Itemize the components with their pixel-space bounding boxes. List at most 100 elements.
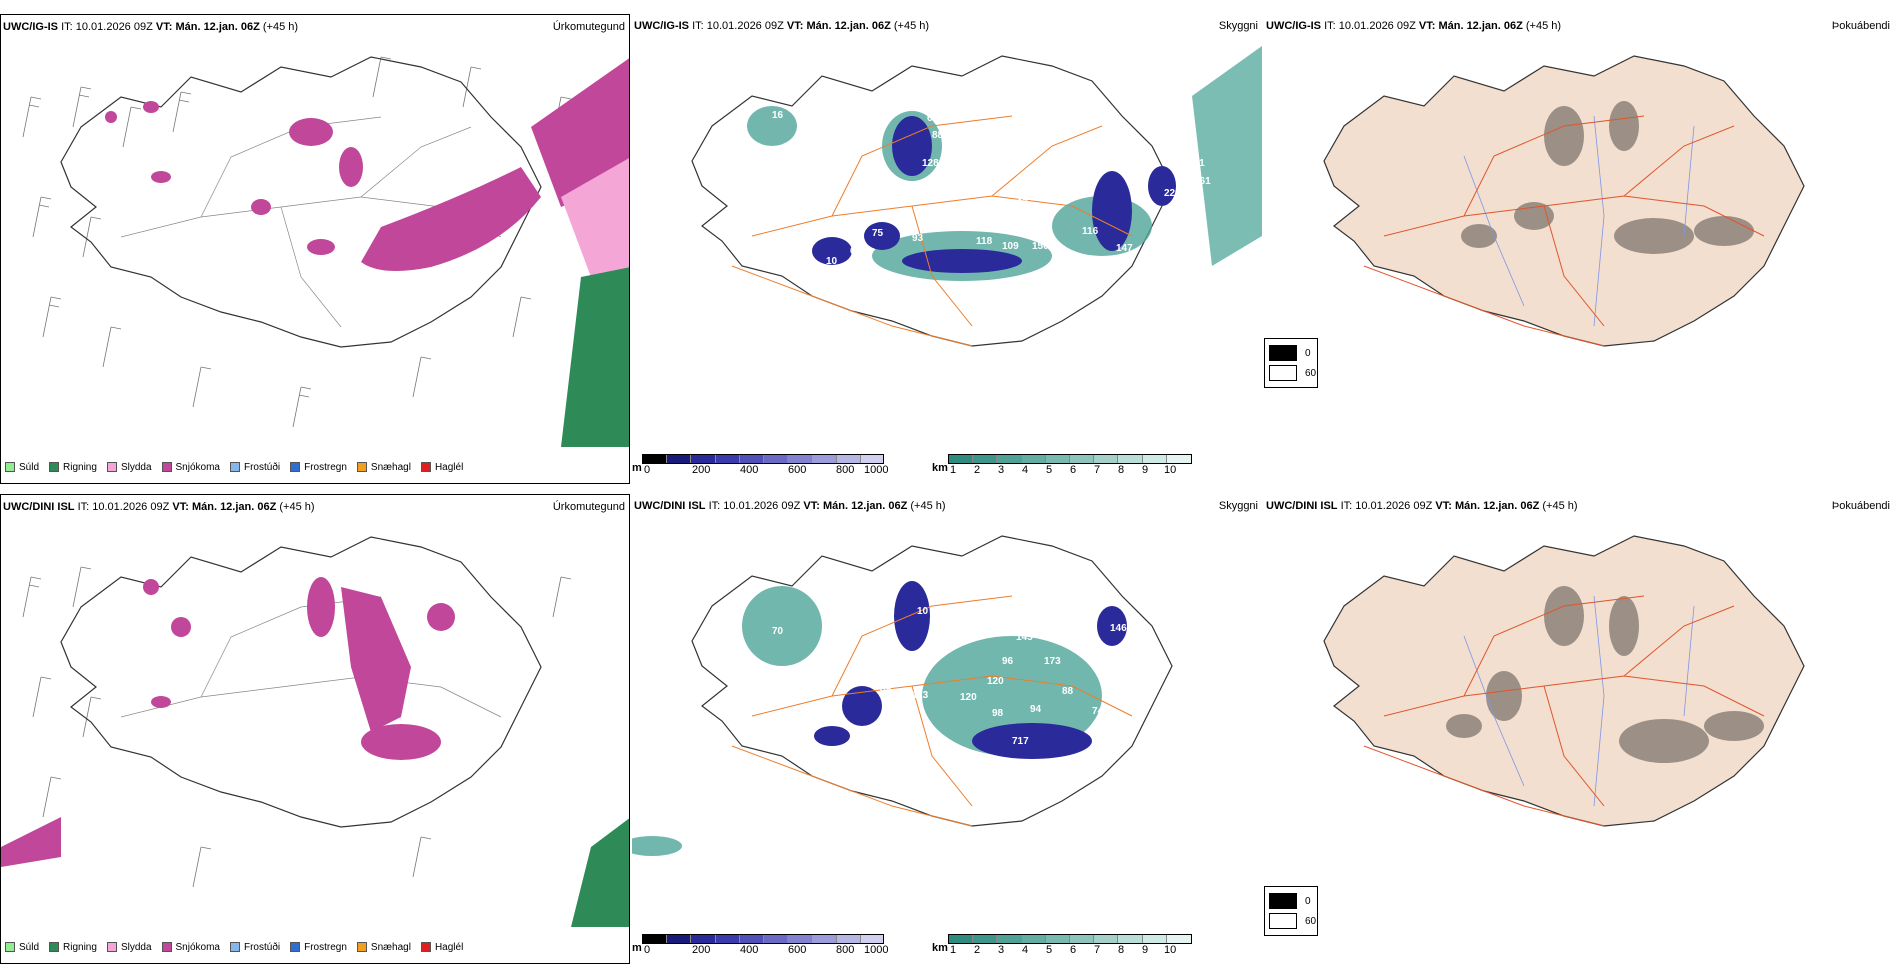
vt-label: VT: — [803, 500, 820, 512]
ceiling-label: 74 — [1092, 706, 1104, 717]
panel-header: UWC/DINI ISL IT: 10.01.2026 09Z VT: Mán.… — [1266, 500, 1890, 516]
legend-item: Slydda — [106, 461, 152, 473]
ceiling-label: 70 — [772, 626, 784, 637]
vis-unit: km — [932, 942, 948, 954]
tick: 9 — [1142, 464, 1149, 476]
sleet-area — [561, 158, 629, 287]
tick: 800 — [836, 944, 855, 956]
tick: 7 — [1094, 944, 1101, 956]
legend-item: Frostregn — [290, 462, 347, 473]
visibility-colorbar: km 1 2 3 4 5 6 7 8 9 10 — [932, 934, 1192, 956]
it-label: IT: — [61, 21, 73, 33]
legend-swatch — [106, 462, 117, 472]
tick: 2 — [974, 464, 981, 476]
ceiling-labels: 16 66 88 120 128 136 97 138 75 93 62 10 … — [772, 110, 1211, 267]
tick: 1 — [950, 944, 957, 956]
ceiling-label: 145 — [1016, 632, 1033, 643]
it-label: IT: — [692, 20, 704, 32]
roads — [1363, 595, 1765, 827]
legend-swatch — [5, 462, 15, 472]
cloud-map: 16 66 88 120 128 136 97 138 75 93 62 10 … — [691, 46, 1262, 347]
ceiling-label: 80 — [922, 650, 934, 661]
vis-unit: km — [932, 462, 948, 474]
legend-item: Frostúði — [229, 942, 280, 953]
iceland-land — [1323, 55, 1805, 347]
vt-label: VT: — [1435, 500, 1452, 512]
model-name: UWC/IG-IS — [1266, 20, 1321, 32]
tick: 10 — [1164, 464, 1177, 476]
rain-area — [561, 267, 629, 447]
panel-title: Skyggni — [1218, 20, 1258, 32]
ceiling-label: 22 — [944, 586, 956, 597]
panel-title: Þokuábendi — [1831, 500, 1890, 512]
panel-header: UWC/IG-IS IT: 10.01.2026 09Z VT: Mán. 12… — [1266, 20, 1890, 36]
legend-swatch — [5, 942, 15, 952]
ceiling-label: 136 — [932, 178, 949, 189]
vis-bar — [948, 454, 1192, 464]
legend-item: Frostregn — [290, 942, 347, 953]
panel-title: Úrkomutegund — [552, 21, 625, 33]
tick: 9 — [1142, 944, 1149, 956]
ceiling-label: 120 — [987, 676, 1004, 687]
cloud-map: 70 10 22 125 80 103 145 96 173 120 132 8… — [632, 535, 1173, 856]
ceiling-labels: 70 10 22 125 80 103 145 96 173 120 132 8… — [742, 586, 1127, 747]
ceiling-label: 68 — [742, 693, 754, 704]
roads — [120, 596, 502, 718]
it-label: IT: — [77, 501, 90, 513]
tick: 7 — [1094, 464, 1101, 476]
lead-time: (+45 h) — [1542, 500, 1578, 512]
fog-legend-row: 0 — [1269, 345, 1311, 361]
tick: 400 — [740, 464, 759, 476]
ceiling-label: 109 — [1002, 241, 1019, 252]
legend-label: Slydda — [120, 461, 152, 473]
precip-panel-bottom: UWC/DINI ISL IT: 10.01.2026 09Z VT: Mán.… — [0, 494, 630, 964]
ceiling-label: 538 — [1160, 230, 1177, 241]
iceland-outline — [691, 55, 1173, 347]
ceiling-colorbar: m 0 200 400 600 800 1000 — [632, 934, 888, 956]
fog-map — [1323, 535, 1805, 827]
vt-label: VT: — [786, 20, 804, 32]
fog-areas — [1461, 101, 1754, 254]
fog-legend-label: 0 — [1305, 347, 1311, 359]
iceland-land — [1323, 535, 1805, 827]
ceiling-label: 314 — [1062, 588, 1079, 599]
tick: 3 — [998, 464, 1005, 476]
tick: 800 — [836, 464, 855, 476]
legend-label: Súld — [19, 461, 40, 473]
visibility-colorbar: km 1 2 3 4 5 6 7 8 9 10 — [932, 454, 1192, 476]
ceiling-unit: m — [632, 942, 642, 954]
it-label: IT: — [1324, 20, 1336, 32]
tick: 10 — [1164, 944, 1177, 956]
ceiling-label: 128 — [922, 158, 939, 169]
panel-title: Skyggni — [1218, 500, 1258, 512]
tick: 400 — [740, 944, 759, 956]
ceiling-label: 10 — [826, 256, 838, 267]
fog-panel-bottom: UWC/DINI ISL IT: 10.01.2026 09Z VT: Mán.… — [1264, 494, 1894, 964]
iceland-outline — [691, 535, 1173, 827]
legend-label: Rigning — [63, 461, 97, 473]
fog-swatch — [1269, 913, 1297, 929]
tick: 0 — [644, 464, 651, 476]
ceiling-label: 16 — [772, 110, 784, 121]
panel-header: UWC/DINI ISL IT: 10.01.2026 09Z VT: Mán.… — [634, 500, 1258, 516]
tick: 1000 — [864, 464, 889, 476]
fog-swatch — [1269, 893, 1297, 909]
tick: 4 — [1022, 944, 1029, 956]
legend-swatch — [106, 942, 117, 952]
ceiling-label: 132 — [876, 668, 893, 679]
lead-time: (+45 h) — [910, 500, 946, 512]
ceiling-label: 120 — [960, 692, 977, 703]
fog-areas — [1446, 586, 1764, 763]
tick: 5 — [1046, 464, 1053, 476]
legend-swatch — [161, 942, 172, 952]
fog-legend: 0 60 — [1264, 338, 1318, 388]
legend-label: Snæhagl — [370, 941, 411, 953]
legend-item: Snæhagl — [356, 462, 411, 473]
precip-legend: Súld Rigning Slydda Snjókoma Frostúði Fr… — [5, 457, 463, 477]
fog-legend-label: 60 — [1305, 915, 1317, 927]
cloud-panel-bottom: UWC/DINI ISL IT: 10.01.2026 09Z VT: Mán.… — [632, 494, 1262, 964]
legend-label: Frostregn — [304, 461, 347, 473]
ceiling-label: 418 — [1144, 238, 1161, 249]
precip-panel-top: UWC/IG-IS IT: 10.01.2026 09Z VT: Mán. 12… — [0, 14, 630, 484]
model-name: UWC/IG-IS — [3, 21, 58, 33]
